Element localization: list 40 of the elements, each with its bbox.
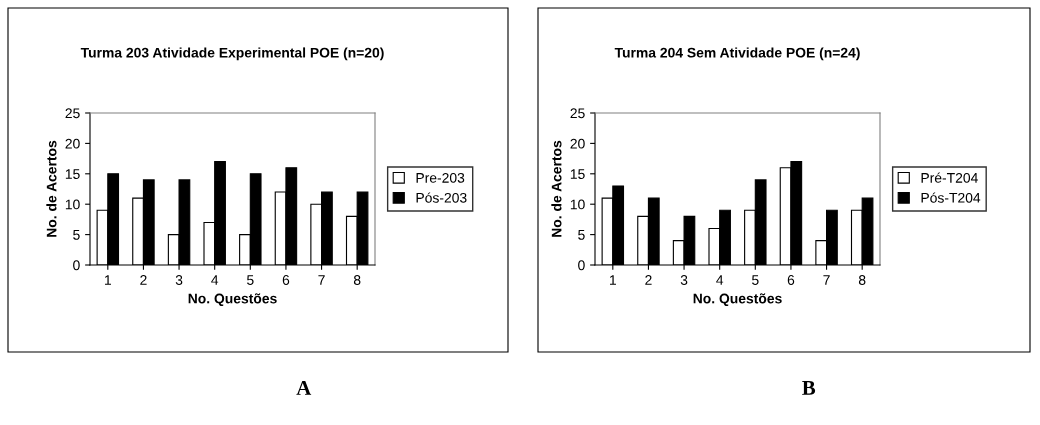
y-axis-title: No. de Acertos xyxy=(46,140,57,237)
x-tick-label: 6 xyxy=(282,275,290,285)
y-tick-label: 10 xyxy=(65,199,80,210)
y-tick-label: 0 xyxy=(73,260,80,271)
legend-label: Pré-T204 xyxy=(921,172,978,183)
y-tick-label: 0 xyxy=(578,260,585,271)
y-axis-title: No. de Acertos xyxy=(551,140,562,237)
x-tick-label: 2 xyxy=(645,275,652,285)
legend-label: Pre-203 xyxy=(416,172,465,183)
x-tick-label: 4 xyxy=(716,275,724,285)
legend-label: Pós-203 xyxy=(416,192,467,203)
text: B xyxy=(802,381,816,395)
x-tick-label: 6 xyxy=(787,275,795,285)
x-tick-label: 1 xyxy=(610,275,616,285)
legend-label: Pós-T204 xyxy=(921,192,981,203)
x-axis-title: No. Questões xyxy=(188,293,277,307)
x-tick-label: 3 xyxy=(680,275,688,285)
y-tick-label: 20 xyxy=(570,138,585,149)
y-tick-label: 10 xyxy=(570,199,585,210)
x-tick-label: 1 xyxy=(105,275,111,285)
y-tick-label: 20 xyxy=(65,138,80,149)
x-tick-label: 3 xyxy=(175,275,183,285)
x-tick-label: 5 xyxy=(752,275,759,285)
x-tick-label: 8 xyxy=(858,275,866,285)
y-tick-label: 5 xyxy=(73,230,80,240)
y-tick-label: 15 xyxy=(65,169,80,179)
x-tick-label: 8 xyxy=(353,275,361,285)
y-tick-label: 5 xyxy=(578,230,585,240)
chart-title: Turma 203 Atividade Experimental POE (n=20) xyxy=(80,47,384,61)
x-axis-title: No. Questões xyxy=(693,293,782,307)
x-tick-label: 4 xyxy=(211,275,219,285)
x-tick-label: 7 xyxy=(318,275,325,285)
y-tick-label: 25 xyxy=(65,108,80,119)
y-tick-label: 25 xyxy=(570,108,585,119)
x-tick-label: 5 xyxy=(247,275,254,285)
text: A xyxy=(296,380,312,395)
x-tick-label: 2 xyxy=(140,275,147,285)
x-tick-label: 7 xyxy=(823,275,830,285)
chart-title: Turma 204 Sem Atividade POE (n=24) xyxy=(614,47,860,61)
y-tick-label: 15 xyxy=(570,169,585,179)
